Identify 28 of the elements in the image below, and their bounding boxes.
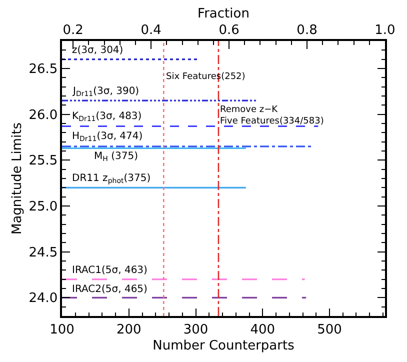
x-tick-label: 300	[183, 322, 208, 338]
series-label: K$_{Dr11}$(3σ, 483)	[72, 111, 142, 124]
series-label: J$_{Dr11}$(3σ, 390)	[72, 86, 140, 98]
series-label: M$_{H}$ (375)	[94, 151, 138, 164]
series-label: IRAC2(5σ, 465)	[72, 284, 148, 295]
x-axis-title: Number Counterparts	[152, 338, 295, 354]
x2-axis-title: Fraction	[198, 6, 250, 22]
x-tick-label: 500	[317, 322, 342, 338]
y-axis-title: Magnitude Limits	[10, 122, 26, 235]
series-label: H$_{Dr11}$(3σ, 474)	[72, 131, 143, 144]
y-tick-label: 24.5	[28, 245, 58, 260]
y-tick-label: 25.5	[28, 154, 58, 169]
series-label: IRAC1(5σ, 463)	[72, 265, 148, 276]
ref-line-label: Remove z−K Five Features(334/583)	[220, 105, 324, 127]
y-tick-label: 26.5	[28, 62, 58, 78]
x-tick-label: 100	[50, 322, 74, 338]
y-tick-label: 25.0	[28, 200, 58, 215]
y-tick-label: 26.0	[28, 108, 58, 123]
x-tick-label: 400	[250, 322, 276, 338]
y-tick-label: 24.0	[28, 291, 58, 306]
series-label: DR11 z$_{phot}$(375)	[72, 173, 151, 186]
x2-tick-label: 0.4	[140, 23, 162, 38]
x2-tick-label: 0.8	[296, 23, 318, 38]
x-tick-label: 200	[116, 322, 142, 338]
series-label: z(3σ, 304)	[72, 45, 124, 56]
x2-tick-label: 0.2	[62, 23, 84, 38]
x2-tick-label: 0.6	[218, 23, 240, 38]
x2-tick-label: 1.0	[374, 23, 396, 38]
